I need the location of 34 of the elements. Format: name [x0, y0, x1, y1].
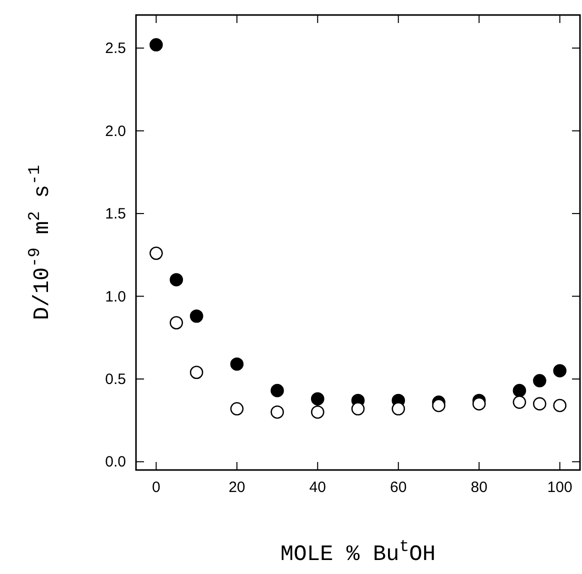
point [512, 384, 526, 398]
point [270, 405, 284, 419]
y-tick-label: 0.5 [105, 371, 126, 388]
point [190, 309, 204, 323]
point [310, 392, 324, 406]
y-tick-label: 1.0 [105, 288, 126, 306]
point [170, 316, 184, 330]
point [392, 402, 406, 416]
point [553, 398, 566, 412]
y-tick-label: 1.5 [105, 206, 126, 223]
x-tick-label: 40 [309, 479, 326, 496]
x-tick-label: 20 [228, 479, 246, 496]
point [310, 405, 324, 419]
point [532, 397, 546, 410]
point [150, 38, 163, 52]
y-tick-label: 2.5 [105, 40, 126, 58]
point [472, 397, 486, 410]
y-tick-label: 0.0 [105, 454, 126, 471]
point [170, 273, 184, 286]
x-tick-label: 60 [390, 479, 407, 496]
x-tick-label: 0 [152, 479, 160, 496]
point [270, 384, 284, 398]
x-tick-label: 100 [547, 479, 572, 496]
x-axis-title: MOLE % Bu$^{t}$OH [280, 536, 436, 567]
point [532, 374, 546, 388]
point [432, 398, 446, 412]
point [150, 246, 163, 260]
point [230, 402, 244, 416]
point [230, 357, 244, 371]
point [553, 364, 566, 378]
y-tick-label: 2.0 [105, 122, 126, 140]
x-tick-label: 80 [470, 479, 488, 496]
point [190, 366, 204, 380]
point [351, 402, 365, 416]
